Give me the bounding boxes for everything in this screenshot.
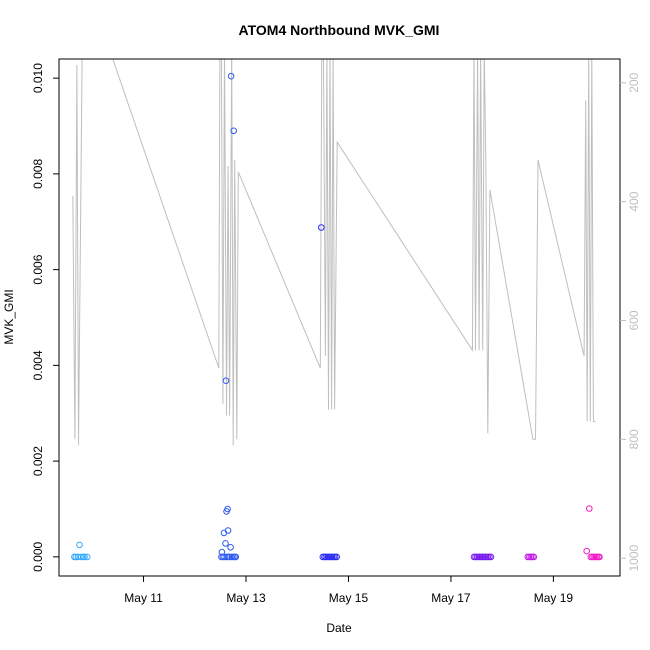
data-point-s1-16 [232,553,240,561]
plot-area: May 11 May 13 May 15 May 17 May 19 0.000 0.002… [31,58,641,605]
data-point-s2-10 [333,553,341,561]
data-point-s5-1 [586,505,593,512]
x-tick-label-3: May 17 [431,591,471,605]
x-tick-label-4: May 19 [534,591,574,605]
data-point-s1-12 [227,544,234,551]
chart-title: ATOM4 Northbound MVK_GMI [239,22,440,38]
y-tick-label-5: 0.010 [31,63,45,93]
data-point-s1-11 [226,553,233,561]
y-tick-label-3: 0.006 [31,254,45,284]
y2-tick-label-0: 200 [627,72,641,92]
data-point-s3-11 [487,553,495,561]
x-tick-label-1: May 13 [226,591,266,605]
data-point-s1-17 [222,377,230,385]
x-axis-label: Date [326,621,352,635]
y-tick-label-1: 0.002 [31,446,45,476]
x-tick-label-2: May 15 [329,591,369,605]
data-point-s0-7 [83,553,91,561]
data-point-s1-19 [230,127,237,135]
y2-tick-label-1: 400 [627,191,641,211]
data-point-s0-3 [76,541,83,549]
y2-tick-label-2: 600 [627,310,641,330]
y-axis-label: MVK_GMI [2,289,16,344]
data-point-s1-5 [222,540,229,547]
y-tick-label-4: 0.008 [31,159,45,189]
data-point-s5-8 [596,553,603,561]
data-point-s5-0 [583,547,591,555]
plot-frame [58,58,621,577]
y2-tick-label-3: 800 [627,429,641,449]
secondary-line [72,59,596,446]
data-point-s0-4 [77,553,85,561]
data-point-s1-9 [224,527,232,534]
data-point-s1-8 [224,505,231,513]
data-point-s1-18 [227,72,235,80]
y-tick-label-2: 0.004 [31,350,45,380]
data-point-s2-0 [318,224,325,231]
data-point-s0-6 [81,553,88,561]
x-tick-label-0: May 11 [124,591,163,605]
data-point-s4-4 [530,553,538,561]
y-tick-label-0: 0.000 [31,542,45,572]
y2-tick-label-4: 1000 [627,545,641,572]
